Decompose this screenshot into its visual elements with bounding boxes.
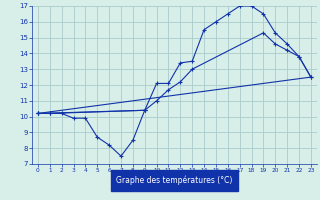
X-axis label: Graphe des températures (°C): Graphe des températures (°C) — [116, 176, 233, 185]
